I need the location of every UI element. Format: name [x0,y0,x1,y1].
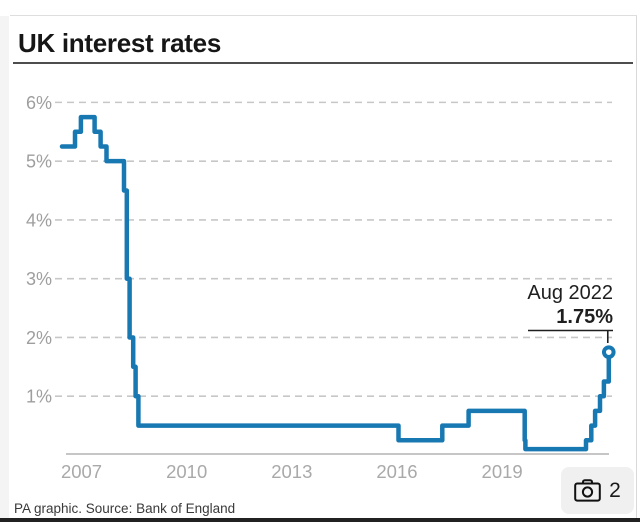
left-margin-strip [0,16,9,519]
x-axis-label: 2007 [61,461,102,482]
annotation-date: Aug 2022 [527,282,613,304]
camera-icon [574,479,601,502]
title-underline [13,62,633,64]
latest-rate-annotation: Aug 2022 1.75% [527,281,613,330]
photo-count-badge[interactable]: 2 [561,467,634,514]
y-axis-label: 4% [26,210,52,230]
x-axis-label: 2016 [376,461,417,482]
x-axis-label: 2013 [271,461,312,482]
bottom-rule [0,518,640,522]
x-axis-label: 2019 [482,461,523,482]
right-divider [636,16,637,519]
y-axis-label: 3% [26,269,52,289]
y-axis-label: 1% [26,387,52,407]
annotation-value: 1.75% [556,306,613,328]
y-axis-label: 6% [26,93,52,113]
y-axis-label: 5% [26,152,52,172]
rate-line [59,114,612,452]
photo-count: 2 [609,478,621,502]
y-axis-label: 2% [26,328,52,348]
endpoint-marker [601,345,616,359]
chart-title: UK interest rates [18,28,221,58]
x-axis-label: 2010 [166,461,207,482]
source-credit: PA graphic. Source: Bank of England [14,501,236,516]
top-divider [10,15,637,16]
